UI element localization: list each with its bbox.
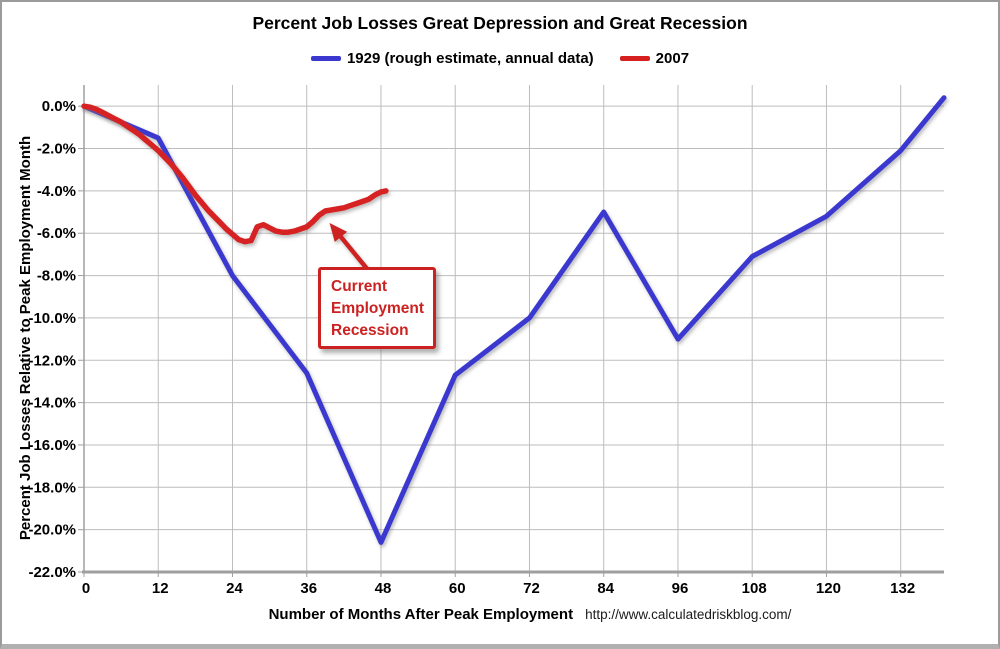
legend-label-1929: 1929 (rough estimate, annual data) bbox=[346, 50, 594, 67]
x-tick-label: 60 bbox=[449, 580, 466, 597]
x-tick-label: 24 bbox=[226, 580, 243, 597]
y-tick-label: -22.0% bbox=[28, 564, 76, 581]
legend-label-2007: 2007 bbox=[655, 50, 690, 67]
x-tick-label: 72 bbox=[523, 580, 540, 597]
x-tick-label: 84 bbox=[597, 580, 614, 597]
x-tick-label: 0 bbox=[82, 580, 90, 597]
legend-swatch-1929-icon bbox=[310, 56, 341, 61]
legend-item-2007: 2007 bbox=[619, 50, 690, 67]
y-tick-label: -4.0% bbox=[37, 183, 76, 200]
series-line-2007 bbox=[81, 103, 389, 245]
annotation-line-2: Employment bbox=[331, 300, 425, 317]
y-tick-label: -12.0% bbox=[28, 352, 76, 369]
y-tick-label: -14.0% bbox=[28, 395, 76, 412]
x-tick-label: 48 bbox=[375, 580, 392, 597]
chart-title: Percent Job Losses Great Depression and … bbox=[252, 13, 748, 33]
x-tick-label: 108 bbox=[742, 580, 767, 597]
x-axis-title: Number of Months After Peak Employment bbox=[268, 606, 574, 623]
annotation-line-1: Current bbox=[331, 278, 387, 295]
y-tick-label: -8.0% bbox=[37, 268, 76, 285]
y-tick-label: -18.0% bbox=[28, 479, 76, 496]
y-tick-label: -10.0% bbox=[28, 310, 76, 327]
legend-swatch-2007-icon bbox=[619, 56, 650, 61]
x-tick-label: 132 bbox=[890, 580, 915, 597]
x-tick-label: 120 bbox=[816, 580, 841, 597]
annotation-box: Current Employment Recession bbox=[318, 267, 436, 349]
annotation-line-3: Recession bbox=[331, 322, 409, 339]
legend-item-1929: 1929 (rough estimate, annual data) bbox=[310, 50, 594, 67]
x-tick-label: 96 bbox=[672, 580, 689, 597]
series-line-1929 bbox=[81, 95, 947, 545]
legend: 1929 (rough estimate, annual data) 2007 bbox=[2, 50, 998, 67]
y-tick-label: -20.0% bbox=[28, 522, 76, 539]
y-tick-label: 0.0% bbox=[42, 98, 76, 115]
x-tick-label: 36 bbox=[300, 580, 317, 597]
y-tick-label: -16.0% bbox=[28, 437, 76, 454]
y-axis-title: Percent Job Losses Relative to Peak Empl… bbox=[17, 135, 34, 541]
y-tick-label: -2.0% bbox=[37, 141, 76, 158]
annotation-arrow bbox=[329, 222, 370, 271]
x-tick-label: 12 bbox=[152, 580, 169, 597]
x-axis-title-row: Number of Months After Peak Employment h… bbox=[2, 606, 998, 623]
y-tick-label: -6.0% bbox=[37, 225, 76, 242]
source-url: http://www.calculatedriskblog.com/ bbox=[585, 607, 792, 622]
